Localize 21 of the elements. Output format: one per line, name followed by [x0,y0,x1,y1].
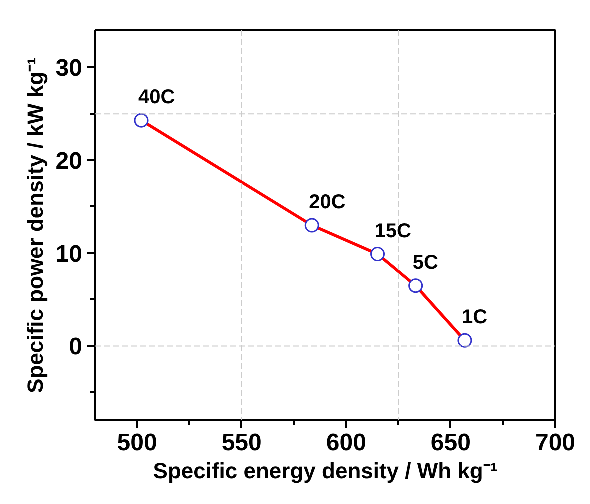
x-tick-label: 650 [430,430,471,456]
y-axis-title: Specific power density / kW kg⁻¹ [22,58,48,394]
point [134,113,149,128]
annotation: 20C [309,192,346,214]
x-tick-label: 550 [222,430,262,456]
y-tick-label: 10 [56,240,83,268]
annotation: 15C [374,220,412,242]
annotation: 1C [462,306,488,329]
point [408,278,424,294]
point [304,218,320,233]
x-tick-label: 500 [117,430,158,456]
y-tick-label: 30 [56,55,83,82]
point [370,247,386,262]
x-tick-label: 600 [326,430,366,456]
x-axis-title: Specific energy density / Wh kg⁻¹ [153,458,498,484]
annotation: 5C [412,252,438,274]
annotation: 40C [138,86,176,109]
y-tick-label: 20 [56,148,83,175]
x-tick-label: 700 [535,430,576,456]
point [458,333,472,348]
y-tick-label: 0 [69,334,83,361]
